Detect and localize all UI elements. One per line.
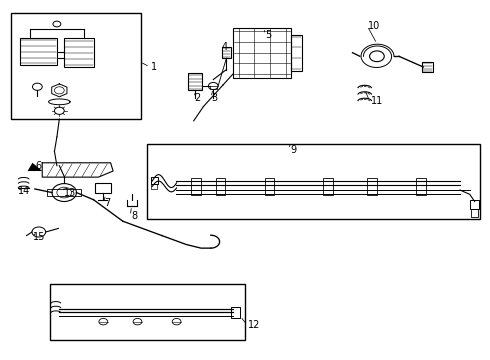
Text: 10: 10: [368, 21, 380, 31]
Text: 12: 12: [248, 320, 261, 330]
Text: 9: 9: [290, 144, 296, 154]
Bar: [233, 28, 292, 78]
Bar: [151, 184, 157, 189]
Bar: [422, 62, 433, 72]
Bar: [367, 178, 377, 195]
Text: 13: 13: [64, 188, 76, 198]
Bar: [11, 13, 141, 119]
Bar: [323, 178, 333, 195]
Bar: [216, 178, 225, 195]
Bar: [64, 39, 94, 67]
Bar: [210, 86, 217, 89]
Text: 11: 11: [370, 96, 383, 106]
Text: 15: 15: [32, 232, 45, 242]
Bar: [147, 144, 480, 220]
Bar: [292, 35, 302, 71]
Text: 6: 6: [36, 161, 42, 171]
Bar: [221, 46, 231, 58]
Bar: [231, 307, 240, 318]
Text: 2: 2: [195, 93, 201, 103]
Bar: [265, 178, 274, 195]
Bar: [188, 73, 202, 90]
Text: 5: 5: [266, 30, 272, 40]
Bar: [471, 209, 478, 217]
Bar: [95, 183, 111, 193]
Polygon shape: [27, 163, 42, 171]
Bar: [416, 178, 426, 195]
Text: 4: 4: [221, 42, 228, 52]
Bar: [151, 177, 158, 184]
Bar: [470, 200, 479, 209]
Text: 1: 1: [151, 62, 157, 72]
Bar: [191, 178, 201, 195]
Bar: [20, 39, 57, 65]
Bar: [47, 189, 81, 196]
Bar: [49, 284, 245, 339]
Text: 3: 3: [212, 93, 218, 103]
Text: 8: 8: [131, 211, 137, 221]
Text: 14: 14: [18, 186, 30, 196]
Text: 7: 7: [104, 198, 111, 208]
